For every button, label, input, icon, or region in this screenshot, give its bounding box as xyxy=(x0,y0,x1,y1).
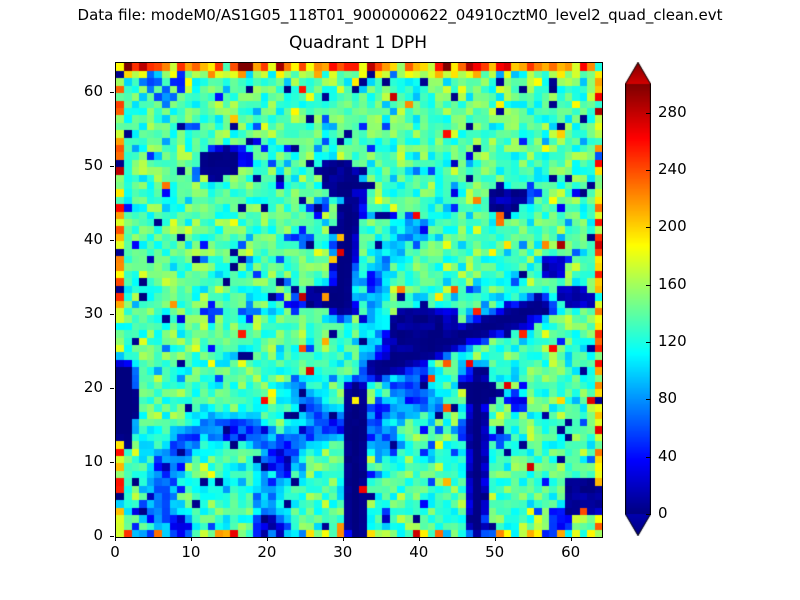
colorbar-tick-label: 200 xyxy=(658,217,687,236)
x-tick-mark xyxy=(418,537,420,541)
colorbar-tick-label: 80 xyxy=(658,389,678,408)
colorbar-tick-label: 120 xyxy=(658,332,687,350)
y-tick-label: 40 xyxy=(83,229,103,248)
y-tick-mark xyxy=(110,313,114,315)
y-tick-label: 10 xyxy=(83,451,103,470)
colorbar-tick-label: 40 xyxy=(658,446,678,465)
colorbar-tick-mark xyxy=(646,399,651,401)
y-tick-mark xyxy=(110,387,114,389)
y-tick-label: 60 xyxy=(83,81,103,100)
heatmap-axes[interactable] xyxy=(115,62,603,538)
y-tick-label: 20 xyxy=(83,377,103,396)
x-tick-mark xyxy=(570,537,572,541)
colorbar-tick-mark xyxy=(646,514,651,515)
x-tick-label: 0 xyxy=(110,543,120,561)
x-tick-mark xyxy=(115,537,116,541)
y-tick-mark xyxy=(110,536,114,537)
data-file-suptitle: Data file: modeM0/AS1G05_118T01_90000006… xyxy=(77,6,723,24)
colorbar-tick-mark xyxy=(646,456,651,458)
colorbar-tick-mark xyxy=(646,342,651,343)
plot-title: Quadrant 1 DPH xyxy=(289,33,427,53)
colorbar-tick-mark xyxy=(646,112,651,114)
y-tick-mark xyxy=(110,165,114,167)
colorbar-tick-label: 280 xyxy=(658,102,687,121)
colorbar[interactable] xyxy=(625,62,651,536)
colorbar-tick-mark xyxy=(646,284,651,286)
y-tick-label: 30 xyxy=(83,303,103,322)
colorbar-tick-mark xyxy=(646,227,651,229)
x-tick-label: 10 xyxy=(181,543,201,561)
colorbar-tick-label: 160 xyxy=(658,274,687,293)
colorbar-gradient xyxy=(625,62,651,536)
x-tick-label: 20 xyxy=(257,543,277,561)
x-tick-mark xyxy=(494,537,496,541)
x-tick-label: 50 xyxy=(485,543,505,561)
y-tick-mark xyxy=(110,91,114,93)
colorbar-tick-mark xyxy=(646,170,651,171)
x-tick-mark xyxy=(190,537,192,541)
y-tick-label: 50 xyxy=(83,155,103,174)
y-tick-mark xyxy=(110,239,114,241)
x-tick-label: 40 xyxy=(409,543,429,561)
x-tick-label: 30 xyxy=(333,543,353,561)
x-tick-label: 60 xyxy=(561,543,581,561)
colorbar-tick-label: 240 xyxy=(658,160,687,178)
y-tick-label: 0 xyxy=(93,526,103,544)
x-tick-mark xyxy=(342,537,344,541)
x-tick-mark xyxy=(266,537,268,541)
detector-heatmap-image[interactable] xyxy=(116,63,602,537)
colorbar-tick-label: 0 xyxy=(658,504,668,522)
y-tick-mark xyxy=(110,461,114,463)
